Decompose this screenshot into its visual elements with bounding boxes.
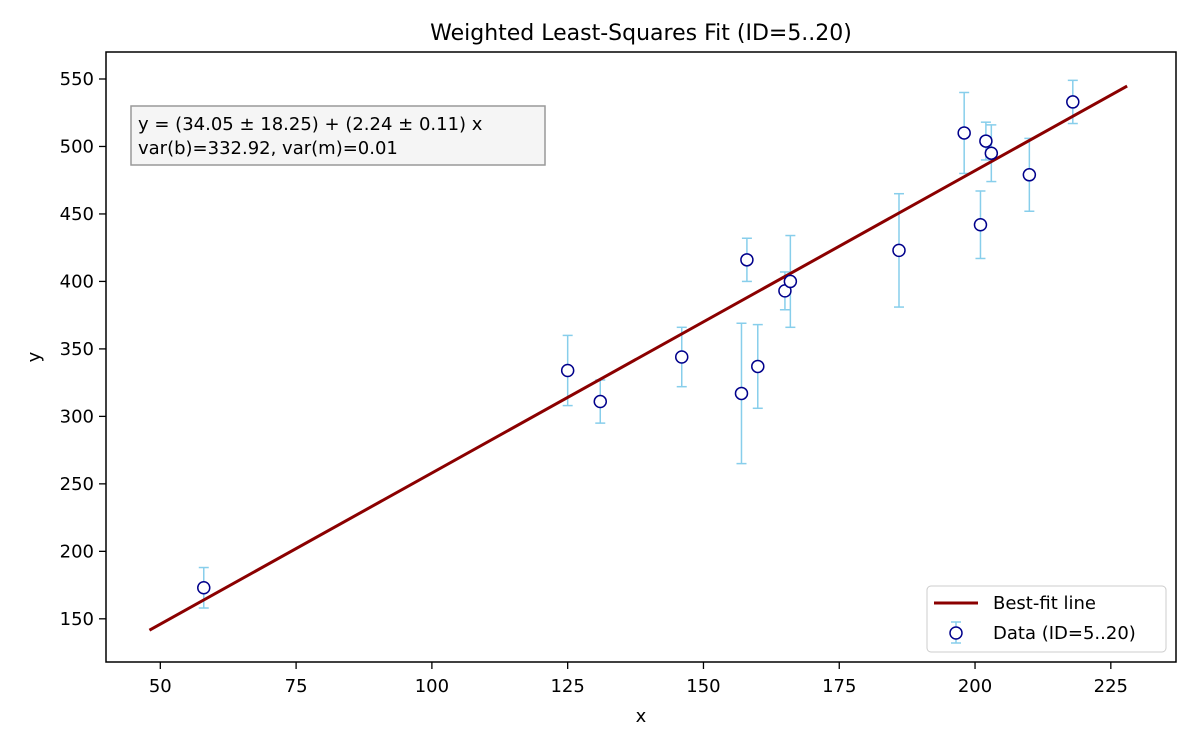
x-tick-label: 175 xyxy=(822,676,856,697)
data-point xyxy=(593,394,608,409)
best-fit-line xyxy=(148,84,1128,632)
x-tick-label: 150 xyxy=(686,676,720,697)
x-axis: 50 75 100 125 150 175 200 225 xyxy=(149,662,1128,697)
x-tick-label: 100 xyxy=(415,676,449,697)
legend-fit-line-label: Best-fit line xyxy=(993,593,1096,614)
data-point xyxy=(973,217,988,232)
legend-data-marker xyxy=(949,626,963,640)
x-tick-label: 75 xyxy=(285,676,308,697)
legend-data-label: Data (ID=5..20) xyxy=(993,623,1136,644)
y-tick-label: 350 xyxy=(60,339,94,360)
data-point xyxy=(783,274,798,289)
y-tick-label: 250 xyxy=(60,474,94,495)
x-axis-label: x xyxy=(636,706,647,727)
x-tick-label: 125 xyxy=(550,676,584,697)
chart-title: Weighted Least-Squares Fit (ID=5..20) xyxy=(430,21,852,46)
data-point xyxy=(892,243,906,258)
data-point xyxy=(734,386,749,401)
y-axis: 150 200 250 300 350 400 450 500 550 xyxy=(60,69,106,630)
data-point xyxy=(984,146,999,160)
annotation-line-1: y = (34.05 ± 18.25) + (2.24 ± 0.11) x xyxy=(138,114,483,135)
y-axis-label: y xyxy=(24,351,45,362)
y-tick-label: 400 xyxy=(60,271,94,292)
data-point xyxy=(957,126,971,140)
x-tick-label: 225 xyxy=(1094,676,1128,697)
data-point xyxy=(560,363,575,378)
data-point xyxy=(740,253,754,267)
plot-area xyxy=(148,79,1128,632)
axes-frame xyxy=(105,51,1177,663)
y-tick-label: 450 xyxy=(60,204,94,225)
data-point xyxy=(751,359,765,374)
data-point xyxy=(1066,95,1080,109)
data-point xyxy=(979,134,993,148)
y-tick-label: 200 xyxy=(60,541,94,562)
data-point xyxy=(1022,168,1037,182)
y-tick-label: 500 xyxy=(60,136,94,157)
data-point xyxy=(674,350,689,364)
y-tick-label: 550 xyxy=(60,69,94,90)
legend: Best-fit line Data (ID=5..20) xyxy=(926,585,1167,653)
annotation-line-2: var(b)=332.92, var(m)=0.01 xyxy=(138,138,398,159)
y-tick-label: 150 xyxy=(60,609,94,630)
x-tick-label: 50 xyxy=(149,676,172,697)
data-point xyxy=(197,581,211,595)
annotation-box: y = (34.05 ± 18.25) + (2.24 ± 0.11) x va… xyxy=(130,105,546,166)
x-tick-label: 200 xyxy=(958,676,992,697)
y-tick-label: 300 xyxy=(60,406,94,427)
